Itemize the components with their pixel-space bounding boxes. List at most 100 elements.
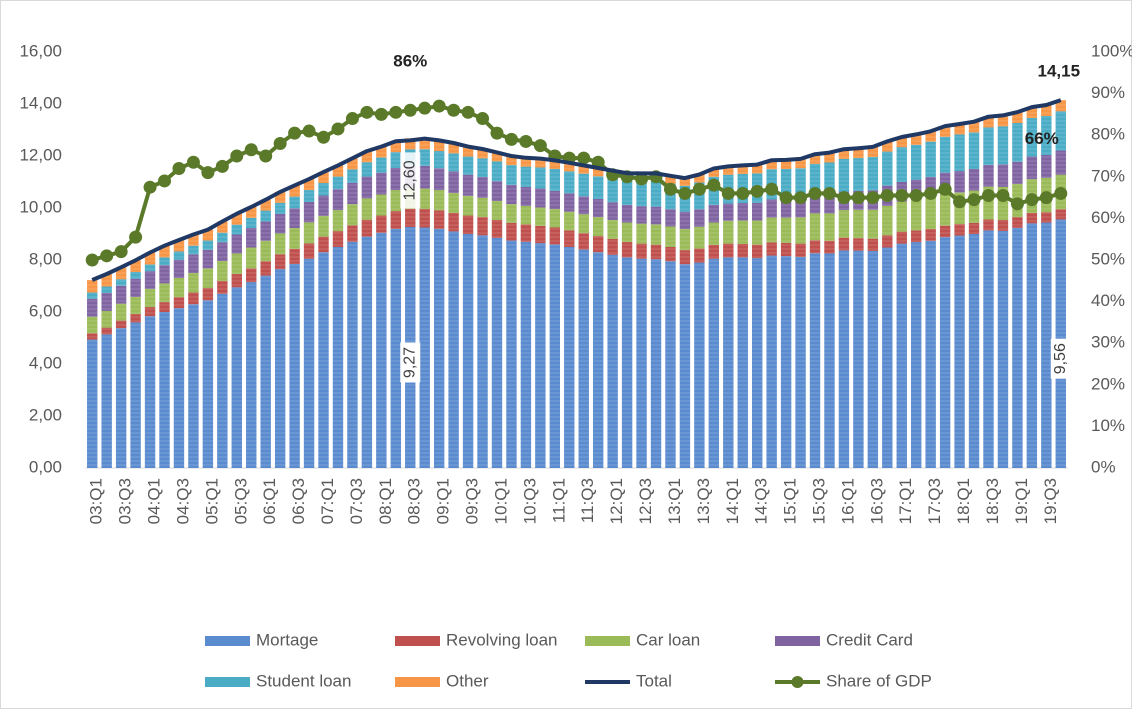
bar-segment [708, 168, 720, 177]
bar-segment [159, 265, 170, 284]
bar-segment [462, 195, 474, 216]
bar-segment [188, 273, 199, 293]
bar-segment [535, 158, 546, 168]
bar-segment [882, 247, 893, 468]
bar-segment [173, 251, 185, 260]
line-marker [389, 105, 403, 119]
line-marker [967, 193, 981, 207]
bar-segment [925, 141, 936, 178]
bar-segment [303, 179, 315, 191]
bar-segment [520, 224, 532, 242]
data-label: 9,56 [1052, 343, 1069, 374]
bar-segment [274, 233, 286, 255]
y2-tick-label: 60% [1091, 208, 1125, 227]
x-tick-label: 05:Q3 [231, 478, 250, 524]
bar-segment [824, 253, 835, 468]
line-marker [85, 253, 99, 267]
bar-segment [361, 219, 373, 237]
bar-segment [491, 200, 503, 220]
bar-segment [202, 268, 214, 289]
bar-segment [708, 244, 720, 259]
legend-label: Share of GDP [826, 671, 932, 690]
bar-segment [246, 247, 257, 269]
line-marker [1010, 197, 1024, 211]
line-marker [938, 182, 952, 196]
line-marker [837, 191, 851, 205]
bar-segment [390, 228, 402, 468]
x-tick-label: 13:Q1 [665, 478, 684, 524]
bar-segment [318, 236, 329, 253]
bar-segment [419, 227, 430, 468]
bar-segment [144, 271, 156, 289]
bar-segment [564, 162, 575, 172]
bar-segment [87, 280, 98, 293]
line-marker [172, 161, 186, 175]
bar-segment [564, 230, 575, 247]
bar-segment [1026, 223, 1038, 468]
bar-segment [535, 243, 546, 468]
bar-segment [433, 168, 445, 191]
bar-segment [636, 206, 647, 224]
bar-segment [853, 209, 864, 239]
bar-segment [766, 255, 777, 468]
bar-segment [578, 196, 589, 215]
bar-segment [824, 162, 835, 195]
bar-segment [549, 169, 561, 191]
bar-segment [506, 184, 517, 205]
bar-segment [231, 253, 242, 275]
data-label: 12,60 [401, 160, 418, 200]
x-tick-label: 09:Q3 [463, 478, 482, 524]
line-marker [114, 245, 128, 259]
bar-segment [260, 221, 271, 241]
bar-segment [911, 199, 922, 231]
bar-segment [347, 158, 358, 170]
bar-segment [911, 144, 922, 180]
bar-segment [708, 204, 720, 223]
bar-segment [332, 165, 344, 177]
y-tick-label: 4,00 [29, 353, 62, 372]
bar-segment [708, 258, 720, 468]
x-tick-label: 04:Q1 [145, 478, 164, 524]
line-marker [765, 182, 779, 196]
bar-segment [173, 308, 185, 468]
y-tick-label: 6,00 [29, 301, 62, 320]
legend-swatch [585, 636, 630, 646]
bar-segment [954, 192, 965, 225]
bar-segment [87, 292, 98, 299]
bar-segment [780, 256, 792, 468]
bar-segment [621, 222, 633, 243]
line-marker [403, 103, 417, 117]
line-marker [895, 189, 909, 203]
bar-segment [332, 189, 344, 211]
bar-segment [289, 196, 300, 209]
bar-segment [983, 116, 994, 128]
line-marker [201, 166, 215, 180]
bar-segment [260, 210, 271, 222]
bar-segment [390, 211, 402, 229]
bar-segment [246, 282, 257, 468]
line-marker [924, 186, 938, 200]
line-marker [822, 186, 836, 200]
x-tick-label: 16:Q3 [867, 478, 886, 524]
bar-segment [997, 164, 1009, 187]
bar-segment [419, 209, 430, 228]
bar-segment [159, 245, 170, 258]
x-tick-label: 12:Q3 [636, 478, 655, 524]
bar-segment [101, 274, 112, 287]
bar-segment [679, 178, 691, 186]
y2-tick-label: 80% [1091, 125, 1125, 144]
bar-segment [809, 154, 821, 164]
bar-segment [1026, 118, 1038, 157]
legend-swatch [775, 636, 820, 646]
bar-segment [636, 223, 647, 244]
bar-segment [578, 233, 589, 250]
bar-segment [231, 287, 242, 468]
bar-segment [477, 217, 488, 236]
bar-segment [419, 138, 430, 150]
bar-segment [737, 243, 748, 258]
bar-segment [361, 236, 373, 468]
bar-segment [1026, 212, 1038, 224]
bar-segment [506, 222, 517, 241]
bar-segment [390, 167, 402, 191]
